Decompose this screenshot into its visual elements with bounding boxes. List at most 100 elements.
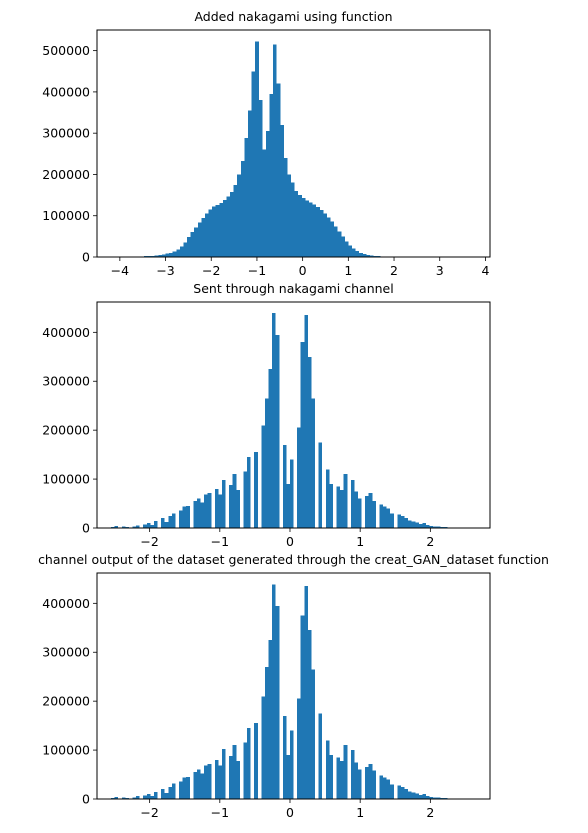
histogram-bar — [377, 256, 381, 257]
histogram-bar — [397, 514, 401, 528]
histogram-bar — [343, 474, 348, 528]
histogram-bar — [237, 174, 241, 257]
histogram-bar — [325, 469, 330, 528]
histogram-bar — [390, 513, 394, 528]
histogram-bar — [368, 763, 373, 799]
y-tick-label: 200000 — [42, 423, 90, 438]
histogram-bar — [365, 767, 369, 799]
histogram-bars — [115, 41, 478, 258]
histogram-bar — [215, 204, 220, 257]
histogram-bar — [218, 494, 222, 528]
histogram-bar — [275, 334, 280, 528]
histogram-bar — [251, 71, 256, 257]
histogram-bar — [311, 398, 316, 528]
histogram-bar — [194, 227, 198, 257]
histogram-bar — [291, 182, 295, 257]
histogram-bar — [316, 207, 320, 257]
histogram-bar — [429, 797, 434, 799]
histogram-bar — [262, 149, 266, 257]
chart-panel-1: Added nakagami using function −4 −3 −2 −1 0 1 2… — [42, 9, 491, 278]
x-tick-label: −1 — [248, 263, 266, 278]
histogram-bar — [379, 775, 384, 799]
histogram-bar — [337, 231, 342, 257]
histogram-bar — [408, 520, 412, 528]
histogram-bar — [153, 792, 158, 799]
histogram-bar — [386, 779, 391, 799]
x-tick-label: 1 — [344, 263, 352, 278]
histogram-bar — [359, 252, 363, 257]
chart-title: Added nakagami using function — [194, 9, 392, 24]
histogram-bar — [329, 754, 333, 799]
axes-frame — [96, 301, 491, 529]
histogram-bar — [307, 630, 312, 799]
chart-panel-2: Sent through nakagami channel −2 −1 0 1 2 0 100… — [42, 281, 491, 549]
histogram-bar — [187, 237, 191, 257]
histogram-bar — [373, 255, 378, 257]
histogram-bar — [111, 527, 115, 528]
histogram-bar — [311, 669, 316, 799]
histogram-bar — [325, 740, 330, 799]
histogram-bar — [196, 769, 201, 799]
histogram-bar — [352, 248, 356, 257]
histogram-bar — [286, 754, 290, 799]
histogram-bar — [308, 202, 313, 257]
histogram-bar — [258, 100, 263, 257]
histogram-bar — [422, 794, 426, 799]
histogram-bar — [400, 515, 405, 528]
histogram-bar — [273, 44, 277, 258]
histogram-bar — [204, 765, 208, 799]
histogram-bar — [354, 762, 358, 799]
histogram-bar — [255, 41, 259, 257]
histogram-bar — [433, 526, 437, 528]
histogram-bar — [429, 526, 434, 528]
histogram-bar — [323, 213, 327, 257]
histogram-bar — [212, 206, 216, 257]
histogram-bar — [366, 254, 370, 257]
histogram-bar — [275, 605, 280, 799]
x-tick-label: 1 — [356, 534, 364, 549]
histogram-bar — [329, 483, 333, 528]
histogram-bar — [282, 444, 287, 528]
histogram-bar — [287, 174, 292, 257]
histogram-bar — [283, 157, 288, 257]
histogram-bar — [182, 506, 187, 528]
histogram-bar — [300, 615, 305, 799]
histogram-bar — [418, 795, 423, 799]
histogram-bar — [146, 794, 151, 799]
histogram-bar — [408, 791, 412, 799]
histogram-bar — [443, 527, 448, 528]
histogram-bar — [289, 730, 294, 799]
histogram-bar — [136, 525, 140, 528]
histogram-bar — [168, 515, 172, 528]
x-tick-label: 1 — [356, 805, 364, 820]
histogram-bar — [422, 523, 426, 528]
histogram-bar — [368, 492, 373, 528]
x-tick-label: 0 — [299, 263, 307, 278]
chart-title: Sent through nakagami channel — [193, 281, 393, 296]
histogram-bar — [190, 232, 195, 257]
histogram-bar — [350, 750, 355, 799]
histogram-bar — [121, 797, 126, 799]
histogram-bar — [301, 197, 306, 257]
histogram-bar — [404, 518, 409, 528]
x-tick-label: −1 — [211, 805, 229, 820]
histogram-bar — [243, 471, 248, 528]
histogram-bar — [312, 204, 317, 257]
histogram-bar — [372, 501, 376, 528]
x-tick-label: −1 — [211, 534, 229, 549]
histogram-bar — [161, 518, 165, 528]
histogram-bar — [344, 241, 349, 257]
histogram-bar — [336, 486, 341, 528]
histogram-bar — [132, 526, 137, 528]
histogram-bar — [248, 110, 252, 258]
histogram-bar — [307, 356, 312, 528]
histogram-bar — [150, 796, 154, 799]
histogram-bar — [207, 492, 212, 528]
histogram-bar — [265, 131, 270, 257]
histogram-bar — [136, 796, 140, 799]
histogram-bar — [214, 488, 219, 528]
histogram-bar — [436, 797, 441, 799]
histogram-bar — [326, 217, 331, 257]
histogram-bar — [300, 342, 305, 528]
histogram-bar — [304, 586, 308, 799]
